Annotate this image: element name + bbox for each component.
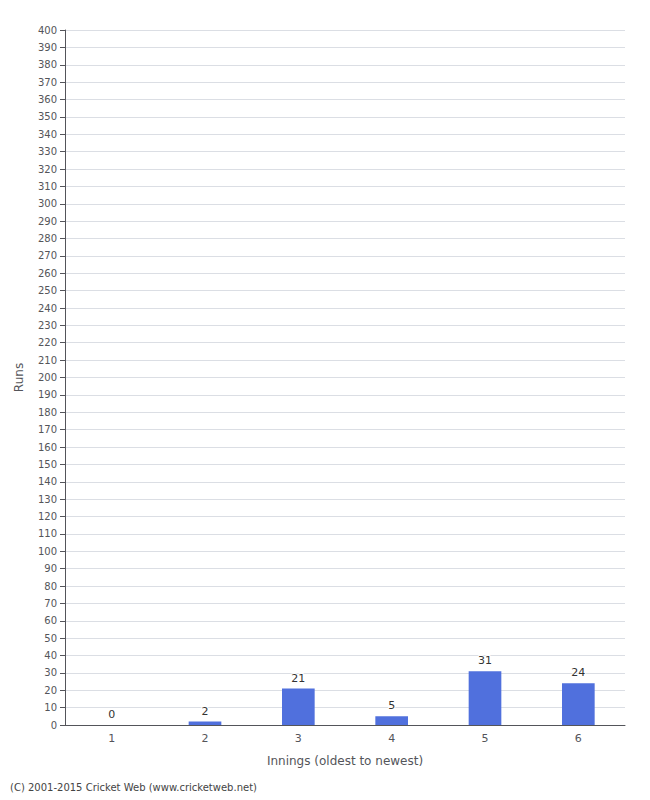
svg-text:10: 10 bbox=[44, 702, 57, 713]
svg-text:290: 290 bbox=[38, 216, 57, 227]
svg-text:390: 390 bbox=[38, 42, 57, 53]
svg-text:310: 310 bbox=[38, 181, 57, 192]
svg-text:160: 160 bbox=[38, 442, 57, 453]
svg-text:300: 300 bbox=[38, 198, 57, 209]
svg-text:180: 180 bbox=[38, 407, 57, 418]
svg-text:21: 21 bbox=[291, 672, 305, 685]
svg-text:40: 40 bbox=[44, 650, 57, 661]
svg-text:5: 5 bbox=[388, 699, 395, 712]
svg-text:340: 340 bbox=[38, 129, 57, 140]
svg-text:90: 90 bbox=[44, 563, 57, 574]
svg-text:320: 320 bbox=[38, 164, 57, 175]
svg-text:400: 400 bbox=[38, 25, 57, 36]
svg-text:24: 24 bbox=[571, 666, 585, 679]
svg-text:240: 240 bbox=[38, 303, 57, 314]
svg-text:190: 190 bbox=[38, 389, 57, 400]
svg-text:30: 30 bbox=[44, 667, 57, 678]
svg-text:260: 260 bbox=[38, 268, 57, 279]
svg-text:31: 31 bbox=[478, 654, 492, 667]
svg-text:3: 3 bbox=[295, 732, 302, 745]
svg-text:140: 140 bbox=[38, 476, 57, 487]
svg-text:0: 0 bbox=[51, 720, 57, 731]
svg-text:0: 0 bbox=[108, 708, 115, 721]
svg-text:110: 110 bbox=[38, 528, 57, 539]
svg-text:4: 4 bbox=[388, 732, 395, 745]
svg-text:370: 370 bbox=[38, 77, 57, 88]
svg-text:80: 80 bbox=[44, 581, 57, 592]
svg-text:350: 350 bbox=[38, 111, 57, 122]
svg-text:60: 60 bbox=[44, 615, 57, 626]
svg-text:360: 360 bbox=[38, 94, 57, 105]
svg-text:5: 5 bbox=[482, 732, 489, 745]
svg-text:200: 200 bbox=[38, 372, 57, 383]
svg-text:280: 280 bbox=[38, 233, 57, 244]
svg-text:230: 230 bbox=[38, 320, 57, 331]
svg-text:(C) 2001-2015 Cricket Web (www: (C) 2001-2015 Cricket Web (www.cricketwe… bbox=[10, 782, 257, 793]
svg-text:380: 380 bbox=[38, 59, 57, 70]
svg-text:Runs: Runs bbox=[12, 363, 26, 392]
svg-text:6: 6 bbox=[575, 732, 582, 745]
svg-text:2: 2 bbox=[202, 705, 209, 718]
svg-text:250: 250 bbox=[38, 285, 57, 296]
svg-text:50: 50 bbox=[44, 633, 57, 644]
svg-text:130: 130 bbox=[38, 494, 57, 505]
svg-text:270: 270 bbox=[38, 250, 57, 261]
svg-text:20: 20 bbox=[44, 685, 57, 696]
svg-text:2: 2 bbox=[202, 732, 209, 745]
svg-text:170: 170 bbox=[38, 424, 57, 435]
svg-text:120: 120 bbox=[38, 511, 57, 522]
svg-text:210: 210 bbox=[38, 355, 57, 366]
svg-text:330: 330 bbox=[38, 146, 57, 157]
svg-text:220: 220 bbox=[38, 337, 57, 348]
svg-text:70: 70 bbox=[44, 598, 57, 609]
svg-text:Innings (oldest to newest): Innings (oldest to newest) bbox=[267, 754, 423, 768]
svg-text:100: 100 bbox=[38, 546, 57, 557]
svg-text:150: 150 bbox=[38, 459, 57, 470]
svg-text:1: 1 bbox=[108, 732, 115, 745]
